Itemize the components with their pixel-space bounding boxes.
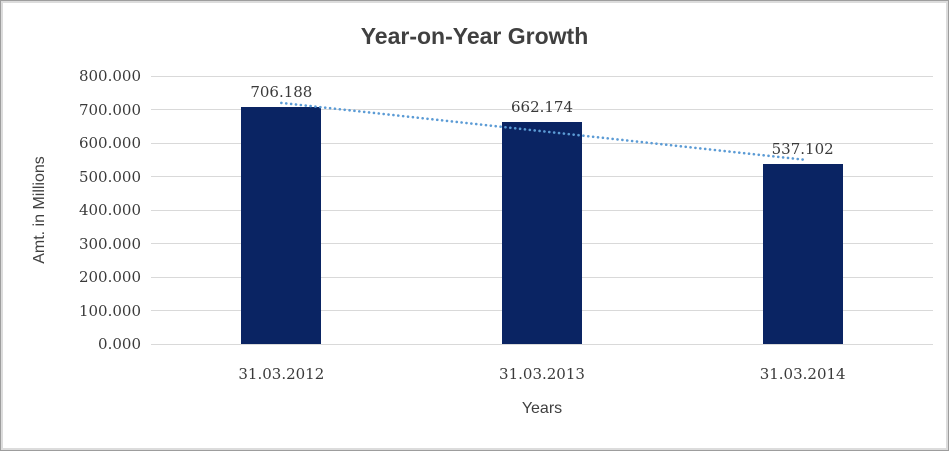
trendline-layer — [280, 101, 804, 161]
y-axis-tick-label: 100.000 — [78, 301, 141, 320]
gridline — [151, 75, 933, 77]
y-axis: 0.000 100.000 200.000 300.000 400.000 500.000… — [1, 67, 141, 353]
y-axis-tick-label: 800.000 — [78, 67, 141, 85]
bar-value-label: 706.188 — [250, 83, 313, 102]
x-axis-category-label: 31.03.2012 — [238, 365, 325, 383]
trendline — [280, 101, 804, 161]
chart-title: Year-on-Year Growth — [360, 23, 589, 49]
y-axis-tick-label: 400.000 — [78, 201, 141, 219]
bar-31-03-2013 — [502, 122, 582, 344]
y-axis-tick-label: 600.000 — [78, 134, 141, 152]
bar-31-03-2012 — [241, 107, 322, 344]
plot-area: 706.188 662.174 537.102 — [151, 75, 933, 345]
y-axis-tick-label: 700.000 — [78, 100, 141, 119]
y-axis-tick-label: 200.000 — [78, 268, 141, 286]
x-axis: 31.03.2012 31.03.2013 31.03.2014 — [151, 365, 933, 385]
x-axis-title: Years — [521, 400, 563, 417]
bar-31-03-2014 — [762, 164, 843, 344]
gridline — [151, 109, 933, 110]
x-axis-category-label: 31.03.2013 — [499, 365, 585, 383]
y-axis-tick-label: 0.000 — [98, 335, 141, 353]
y-axis-tick-label: 500.000 — [78, 167, 141, 186]
bar-value-label: 537.102 — [771, 140, 834, 159]
x-axis-category-label: 31.03.2014 — [759, 365, 846, 383]
gridline — [151, 343, 933, 345]
y-axis-tick-label: 300.000 — [78, 234, 141, 253]
bar-value-label: 662.174 — [510, 98, 574, 117]
